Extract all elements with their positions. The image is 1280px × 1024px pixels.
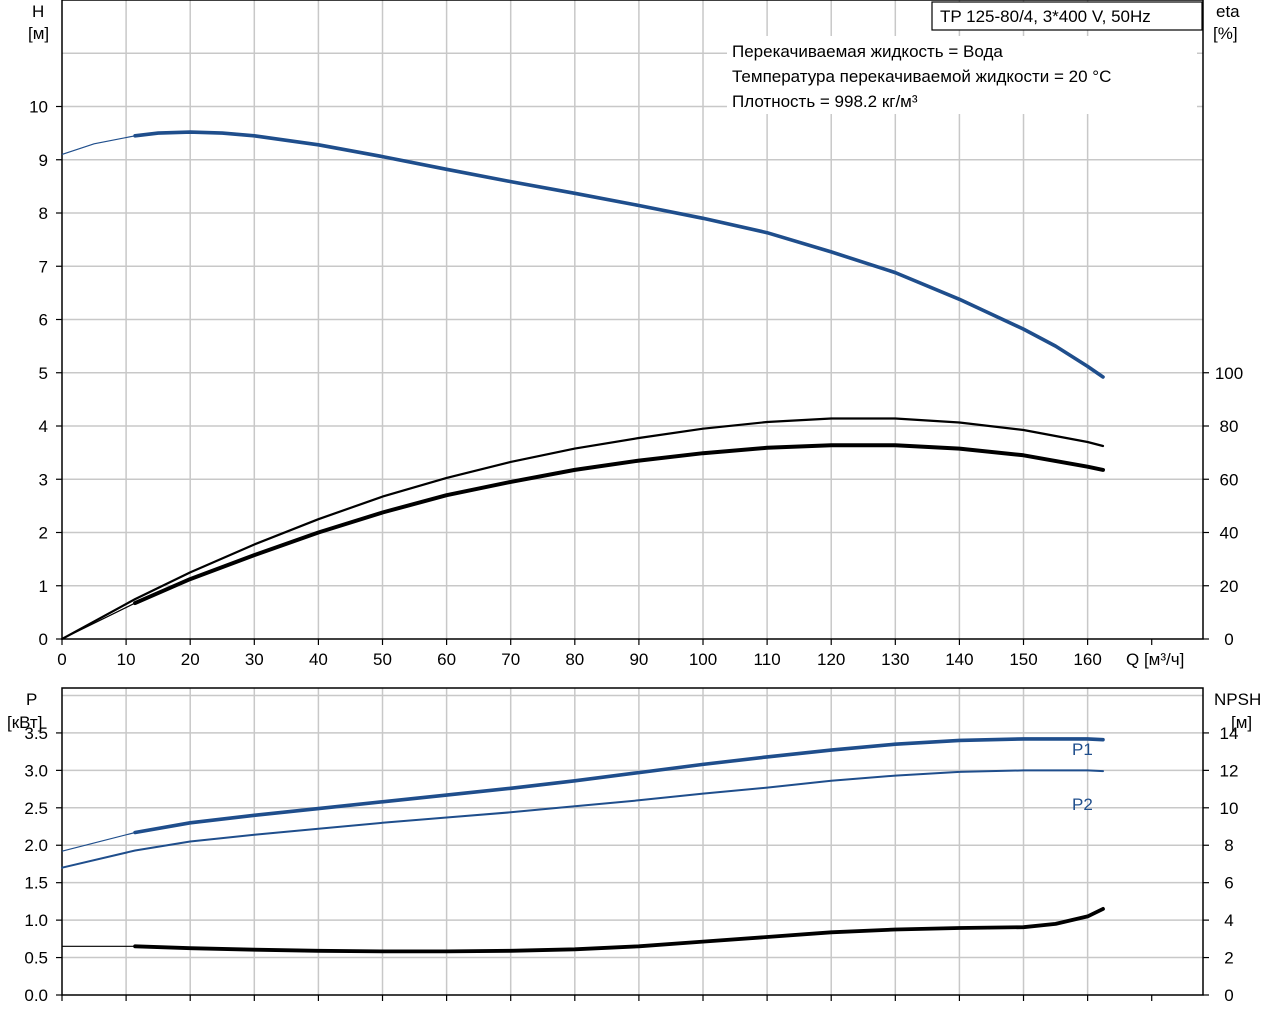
bottom-p1-curve (133, 737, 1105, 835)
top-x-tick-label: 90 (629, 650, 648, 669)
bottom-y-left-tick-label: 1.5 (24, 874, 48, 893)
bottom-y-left-tick-label: 0.0 (24, 986, 48, 1005)
top-x-tick-label: 10 (117, 650, 136, 669)
top-y-left-tick-label: 6 (39, 311, 48, 330)
top-eta_thick-curve-extension (61, 602, 136, 640)
top-y-left-tick-label: 0 (39, 630, 48, 649)
top-y-left-tick-label: 2 (39, 524, 48, 543)
top-y-left-label-name: H (32, 2, 44, 21)
title-box (931, 1, 1203, 31)
bottom-y-left-tick-label: 2.5 (24, 799, 48, 818)
top-y-left-tick-label: 1 (39, 577, 48, 596)
top-y-right-tick-label: 40 (1220, 524, 1239, 543)
top-chart-grid (56, 0, 1209, 645)
top-y-left-tick-label: 10 (29, 98, 48, 117)
top-x-tick-label: 140 (945, 650, 973, 669)
bottom-chart-tick-labels: 0.0 0.5 1.0 1.5 2.0 2.5 3.0 3.5 0 2 4 6 8 10 12 14 (24, 724, 1238, 1005)
bottom-y-right-tick-label: 6 (1224, 874, 1233, 893)
bottom-y-right-tick-label: 0 (1224, 986, 1233, 1005)
top-x-tick-label: 60 (437, 650, 456, 669)
top-x-tick-label: 150 (1009, 650, 1037, 669)
top-y-right-tick-label: 100 (1215, 364, 1243, 383)
top-chart-tick-labels: 0 10 20 30 40 50 60 70 80 90 100 110 120 130 140 150 160… (29, 98, 1243, 670)
bottom-chart-curves (61, 737, 1105, 954)
bottom-y-right-tick-label: 4 (1224, 911, 1233, 930)
top-eta_thick-curve (133, 443, 1105, 606)
info-line-fluid: Перекачиваемая жидкость = Вода (732, 42, 1003, 61)
top-x-tick-label: 160 (1073, 650, 1101, 669)
bottom-y-right-tick-label: 2 (1224, 949, 1233, 968)
bottom-y-left-label-name: P (26, 690, 37, 709)
bottom-y-left-tick-label: 3.0 (24, 761, 48, 780)
top-y-left-tick-label: 9 (39, 151, 48, 170)
bottom-y-right-tick-label: 14 (1220, 724, 1239, 743)
top-y-right-tick-label: 0 (1224, 630, 1233, 649)
bottom-y-right-tick-label: 8 (1224, 836, 1233, 855)
top-x-tick-label: 80 (565, 650, 584, 669)
top-x-tick-label: 50 (373, 650, 392, 669)
top-x-tick-label: 110 (754, 650, 781, 669)
bottom-y-left-tick-label: 2.0 (24, 836, 48, 855)
bottom-chart-frame (61, 687, 1204, 996)
info-line-density: Плотность = 998.2 кг/м³ (732, 92, 918, 111)
top-h-curve-extension (61, 135, 136, 155)
top-eta_thin-curve (60, 417, 1105, 641)
top-y-left-tick-label: 5 (39, 364, 48, 383)
bottom-y-right-tick-label: 12 (1220, 761, 1239, 780)
top-x-tick-label: 130 (881, 650, 909, 669)
bottom-y-left-tick-label: 3.5 (24, 724, 48, 743)
top-x-tick-label: 70 (501, 650, 520, 669)
top-x-tick-label: 40 (309, 650, 328, 669)
top-x-tick-label: 0 (57, 650, 66, 669)
bottom-p2-curve (61, 769, 1104, 869)
top-chart-curves (60, 130, 1105, 641)
top-y-right-label-unit: [%] (1213, 24, 1238, 43)
top-h-curve (133, 130, 1105, 379)
top-x-tick-label: 120 (817, 650, 845, 669)
bottom-npsh-curve (133, 907, 1105, 954)
info-line-temperature: Температура перекачиваемой жидкости = 20… (732, 67, 1111, 86)
bottom-chart-grid (56, 688, 1209, 1001)
top-y-left-tick-label: 8 (39, 204, 48, 223)
top-chart-frame (61, 0, 1204, 640)
info-background (727, 36, 1197, 114)
bottom-y-left-tick-label: 0.5 (24, 949, 48, 968)
top-y-left-tick-label: 3 (39, 470, 48, 489)
bottom-y-left-label-unit: [кВт] (7, 713, 42, 732)
bottom-y-left-tick-label: 1.0 (24, 911, 48, 930)
bottom-y-right-label-name: NPSH (1214, 690, 1261, 709)
top-x-tick-label: 30 (245, 650, 264, 669)
title-box-text: TP 125-80/4, 3*400 V, 50Hz (940, 7, 1151, 26)
p2-series-label: P2 (1072, 795, 1093, 814)
top-y-right-label-name: eta (1216, 2, 1240, 21)
top-y-left-label-unit: [м] (28, 24, 49, 43)
top-x-tick-label: 100 (689, 650, 717, 669)
top-y-right-tick-label: 80 (1220, 417, 1239, 436)
top-x-tick-label: 20 (181, 650, 200, 669)
top-y-left-tick-label: 4 (39, 417, 48, 436)
top-x-axis-label: Q [м³/ч] (1126, 650, 1184, 669)
p1-series-label: P1 (1072, 740, 1093, 759)
top-y-right-tick-label: 60 (1220, 470, 1239, 489)
bottom-y-right-label-unit: [м] (1231, 713, 1252, 732)
top-y-left-tick-label: 7 (39, 257, 48, 276)
bottom-y-right-tick-label: 10 (1220, 799, 1239, 818)
top-y-right-tick-label: 20 (1220, 577, 1239, 596)
bottom-p1-curve-extension (61, 831, 136, 852)
